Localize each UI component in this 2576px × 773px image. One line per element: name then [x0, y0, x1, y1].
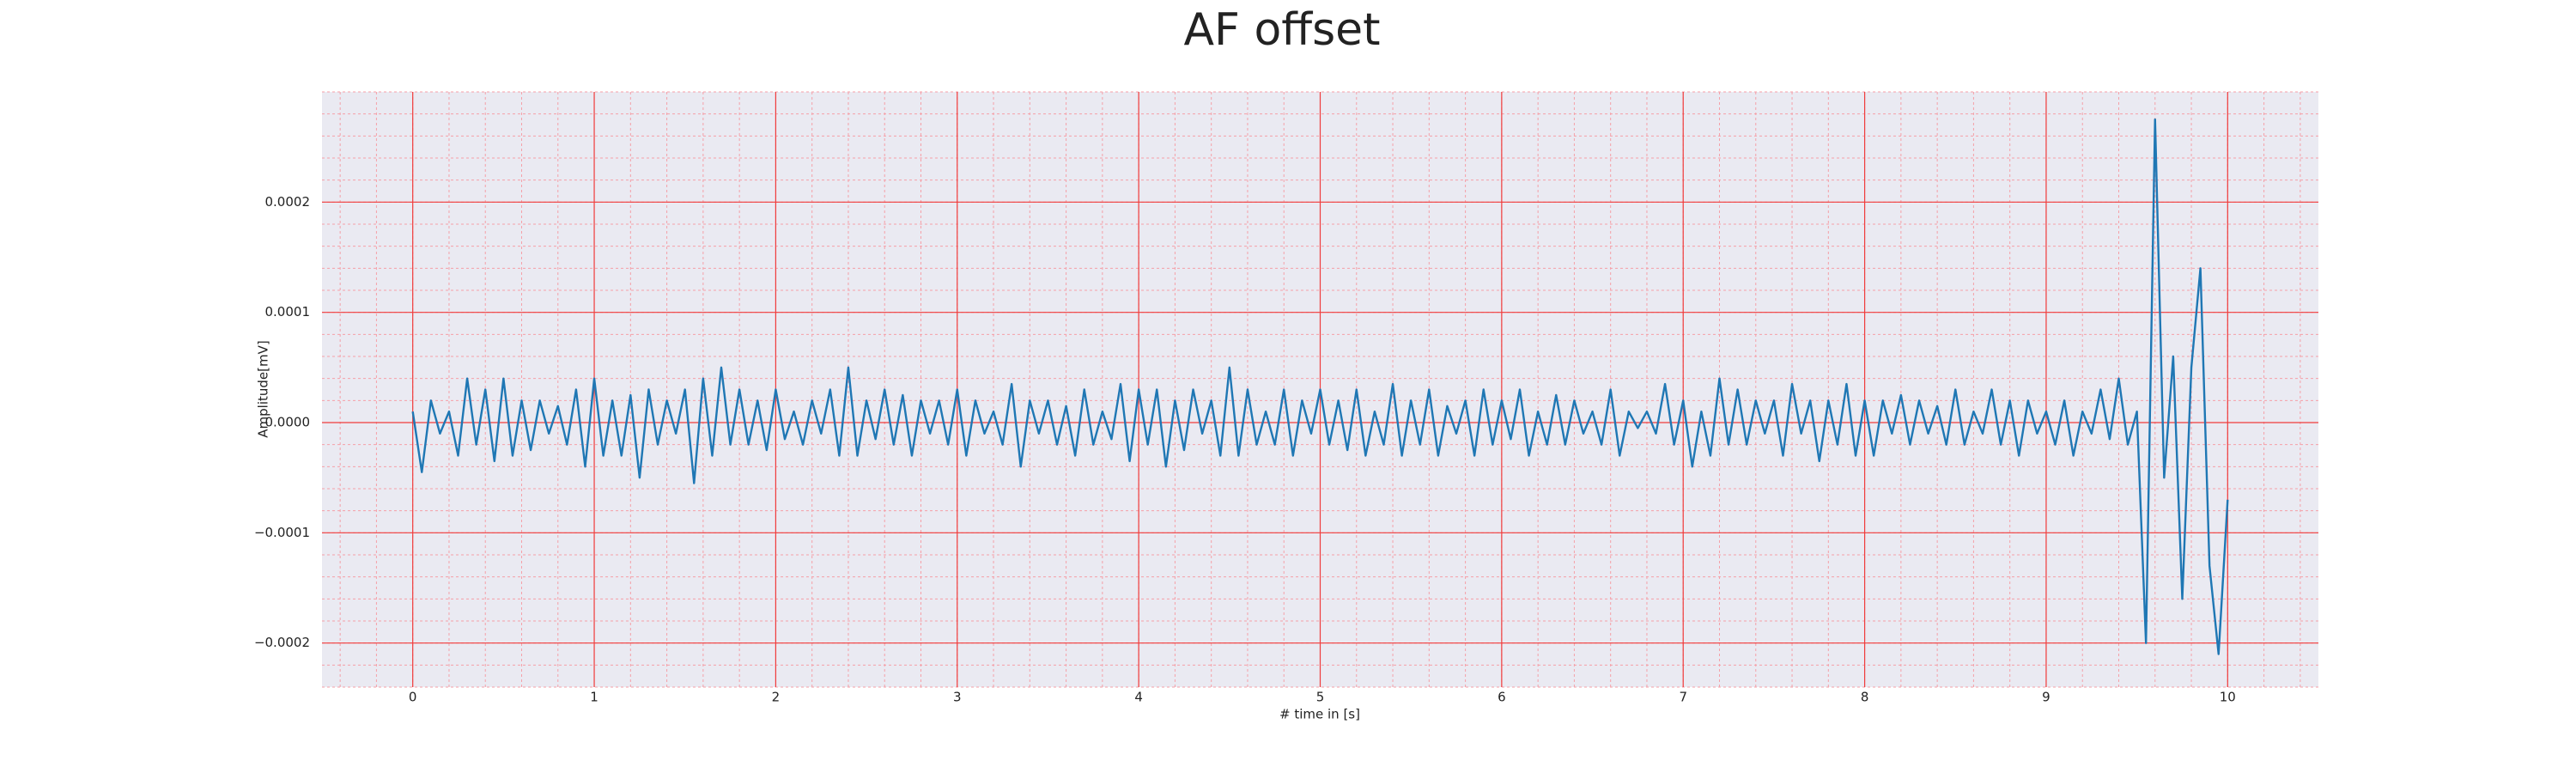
data-line: [411, 118, 2229, 655]
y-axis-label: Amplitude[mV]: [256, 340, 271, 437]
chart-title: AF offset: [1183, 4, 1380, 56]
y-tick-label: 0.0002: [265, 194, 311, 210]
y-tick-label: 0.0000: [265, 415, 311, 430]
x-tick-label: 2: [772, 690, 781, 705]
x-axis-label: # time in [s]: [1279, 707, 1360, 722]
x-tick-label: 8: [1861, 690, 1869, 705]
x-tick-label: 9: [2042, 690, 2050, 705]
x-tick-label: 7: [1679, 690, 1687, 705]
x-tick-label: 6: [1498, 690, 1506, 705]
x-tick-label: 3: [953, 690, 962, 705]
x-tick-label: 1: [590, 690, 598, 705]
y-tick-label: −0.0002: [254, 635, 310, 650]
x-tick-label: 10: [2220, 690, 2236, 705]
x-tick-label: 0: [409, 690, 417, 705]
y-tick-label: −0.0001: [254, 525, 310, 540]
x-tick-label: 4: [1134, 690, 1143, 705]
x-tick-label: 5: [1316, 690, 1325, 705]
y-tick-label: 0.0001: [265, 304, 311, 320]
